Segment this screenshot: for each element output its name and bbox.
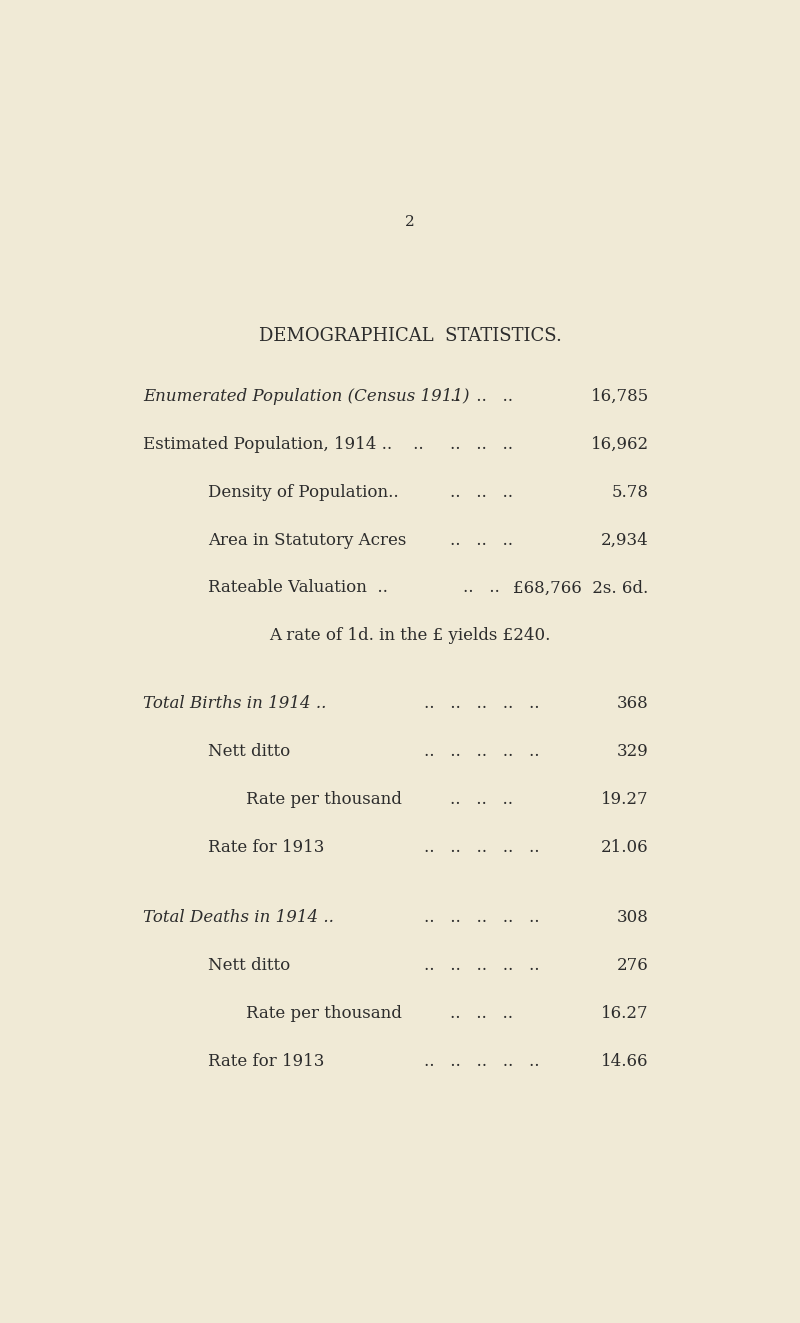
Text: ..   ..   ..   ..   ..: .. .. .. .. ..	[423, 1053, 539, 1070]
Text: Total Births in 1914 ..: Total Births in 1914 ..	[143, 696, 326, 712]
Text: ..   ..   ..   ..   ..: .. .. .. .. ..	[423, 744, 539, 761]
Text: Area in Statutory Acres: Area in Statutory Acres	[209, 532, 407, 549]
Text: 276: 276	[617, 957, 649, 974]
Text: 2: 2	[405, 214, 415, 229]
Text: ..   ..   ..: .. .. ..	[450, 1005, 513, 1021]
Text: 2,934: 2,934	[601, 532, 649, 549]
Text: 19.27: 19.27	[601, 791, 649, 808]
Text: A rate of 1d. in the £ yields £240.: A rate of 1d. in the £ yields £240.	[270, 627, 550, 644]
Text: ..   ..   ..   ..   ..: .. .. .. .. ..	[423, 696, 539, 712]
Text: 5.78: 5.78	[612, 484, 649, 500]
Text: Rateable Valuation  ..: Rateable Valuation ..	[209, 579, 388, 597]
Text: Rate per thousand: Rate per thousand	[246, 1005, 402, 1021]
Text: Estimated Population, 1914 ..    ..: Estimated Population, 1914 .. ..	[143, 435, 424, 452]
Text: Rate per thousand: Rate per thousand	[246, 791, 402, 808]
Text: ..   ..   ..: .. .. ..	[450, 388, 513, 405]
Text: 308: 308	[617, 909, 649, 926]
Text: Nett ditto: Nett ditto	[209, 744, 290, 761]
Text: Total Deaths in 1914 ..: Total Deaths in 1914 ..	[143, 909, 334, 926]
Text: Enumerated Population (Census 1911): Enumerated Population (Census 1911)	[143, 388, 470, 405]
Text: ..   ..   ..: .. .. ..	[450, 435, 513, 452]
Text: 329: 329	[617, 744, 649, 761]
Text: ..   ..   ..   ..   ..: .. .. .. .. ..	[423, 957, 539, 974]
Text: Density of Population..: Density of Population..	[209, 484, 399, 500]
Text: 16,785: 16,785	[590, 388, 649, 405]
Text: ..   ..   ..   ..   ..: .. .. .. .. ..	[423, 839, 539, 856]
Text: Rate for 1913: Rate for 1913	[209, 1053, 325, 1070]
Text: ..   ..   ..: .. .. ..	[450, 532, 513, 549]
Text: £68,766  2s. 6d.: £68,766 2s. 6d.	[514, 579, 649, 597]
Text: 21.06: 21.06	[601, 839, 649, 856]
Text: 368: 368	[617, 696, 649, 712]
Text: 14.66: 14.66	[602, 1053, 649, 1070]
Text: Rate for 1913: Rate for 1913	[209, 839, 325, 856]
Text: Nett ditto: Nett ditto	[209, 957, 290, 974]
Text: ..   ..   ..: .. .. ..	[450, 484, 513, 500]
Text: DEMOGRAPHICAL  STATISTICS.: DEMOGRAPHICAL STATISTICS.	[258, 327, 562, 345]
Text: 16,962: 16,962	[590, 435, 649, 452]
Text: ..   ..: .. ..	[463, 579, 500, 597]
Text: ..   ..   ..   ..   ..: .. .. .. .. ..	[423, 909, 539, 926]
Text: 16.27: 16.27	[601, 1005, 649, 1021]
Text: ..   ..   ..: .. .. ..	[450, 791, 513, 808]
